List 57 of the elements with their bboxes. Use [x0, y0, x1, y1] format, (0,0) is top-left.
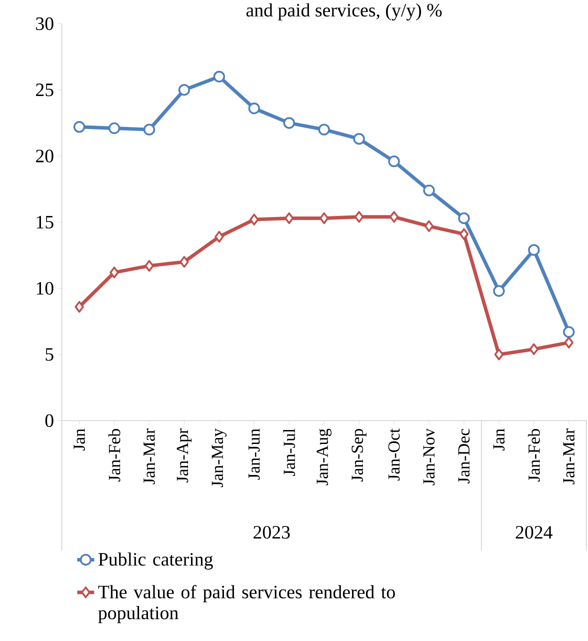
point	[108, 122, 120, 134]
text: 2023	[253, 526, 290, 539]
point	[388, 155, 400, 168]
x-tick-label: Jan-Nov	[423, 428, 434, 486]
y-tick-label: 0	[45, 414, 54, 427]
point	[74, 300, 84, 313]
x-tick-label: Jan-Mar	[143, 428, 155, 484]
point	[353, 132, 365, 145]
point	[492, 285, 505, 297]
point	[213, 70, 225, 83]
x-tick-label: Jan-Sep	[351, 429, 366, 482]
point	[283, 117, 295, 129]
x-tick-label: Jan-Feb	[108, 429, 120, 482]
point	[458, 212, 470, 224]
point	[249, 214, 259, 226]
x-tick-label: Jan-Feb	[528, 429, 540, 482]
point	[73, 121, 85, 133]
x-tick-label: Jan-Jun	[248, 428, 260, 480]
legend-label: Public catering	[98, 552, 213, 570]
y-tick-label: 5	[46, 348, 54, 361]
x-tick-label: Jan-Aug	[316, 428, 332, 486]
x-tick-label: Jan-Mar	[563, 428, 574, 484]
point	[178, 84, 190, 96]
text: 2024	[516, 526, 552, 539]
chart-title: and paid services, (y/y) %	[246, 3, 442, 20]
x-tick-label: Jan	[74, 428, 85, 451]
point	[144, 260, 154, 272]
y-tick-label: 10	[36, 282, 54, 295]
point	[562, 326, 575, 338]
point	[422, 184, 435, 196]
point	[109, 266, 119, 278]
y-tick-label: 25	[36, 84, 54, 96]
legend-label: The value of paid services rendered to population	[98, 584, 395, 624]
point	[248, 102, 260, 114]
point	[459, 228, 468, 240]
point	[284, 212, 294, 224]
x-tick-label: Jan-Jul	[283, 428, 295, 476]
point	[424, 220, 434, 232]
y-tick-label: 20	[36, 150, 54, 162]
point	[319, 212, 329, 224]
y-tick-label: 15	[36, 216, 54, 228]
point	[564, 336, 574, 348]
x-tick-label: Jan	[493, 428, 504, 451]
x-tick-label: Jan-Dec	[458, 428, 470, 484]
y-tick-label: 30	[36, 17, 54, 30]
point	[318, 124, 330, 136]
point	[143, 124, 155, 136]
x-tick-label: Jan-May	[212, 428, 226, 488]
point	[528, 244, 540, 256]
point	[529, 343, 538, 356]
point	[179, 256, 189, 268]
point	[214, 230, 224, 243]
point	[494, 348, 504, 360]
x-tick-label: Jan-Apr	[176, 428, 192, 482]
point	[389, 211, 398, 223]
x-tick-label: Jan-Oct	[388, 428, 400, 481]
point	[354, 211, 364, 223]
